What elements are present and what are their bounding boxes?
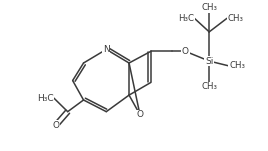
Text: O: O — [182, 47, 189, 56]
Text: H₃C: H₃C — [37, 93, 54, 103]
Text: CH₃: CH₃ — [227, 14, 243, 23]
Text: O: O — [52, 121, 59, 130]
Text: CH₃: CH₃ — [229, 61, 245, 70]
Text: N: N — [103, 45, 110, 54]
Text: H₃C: H₃C — [178, 14, 194, 23]
Text: CH₃: CH₃ — [201, 82, 217, 92]
Text: O: O — [136, 110, 143, 119]
Text: CH₃: CH₃ — [201, 3, 217, 12]
Text: Si: Si — [205, 57, 213, 66]
